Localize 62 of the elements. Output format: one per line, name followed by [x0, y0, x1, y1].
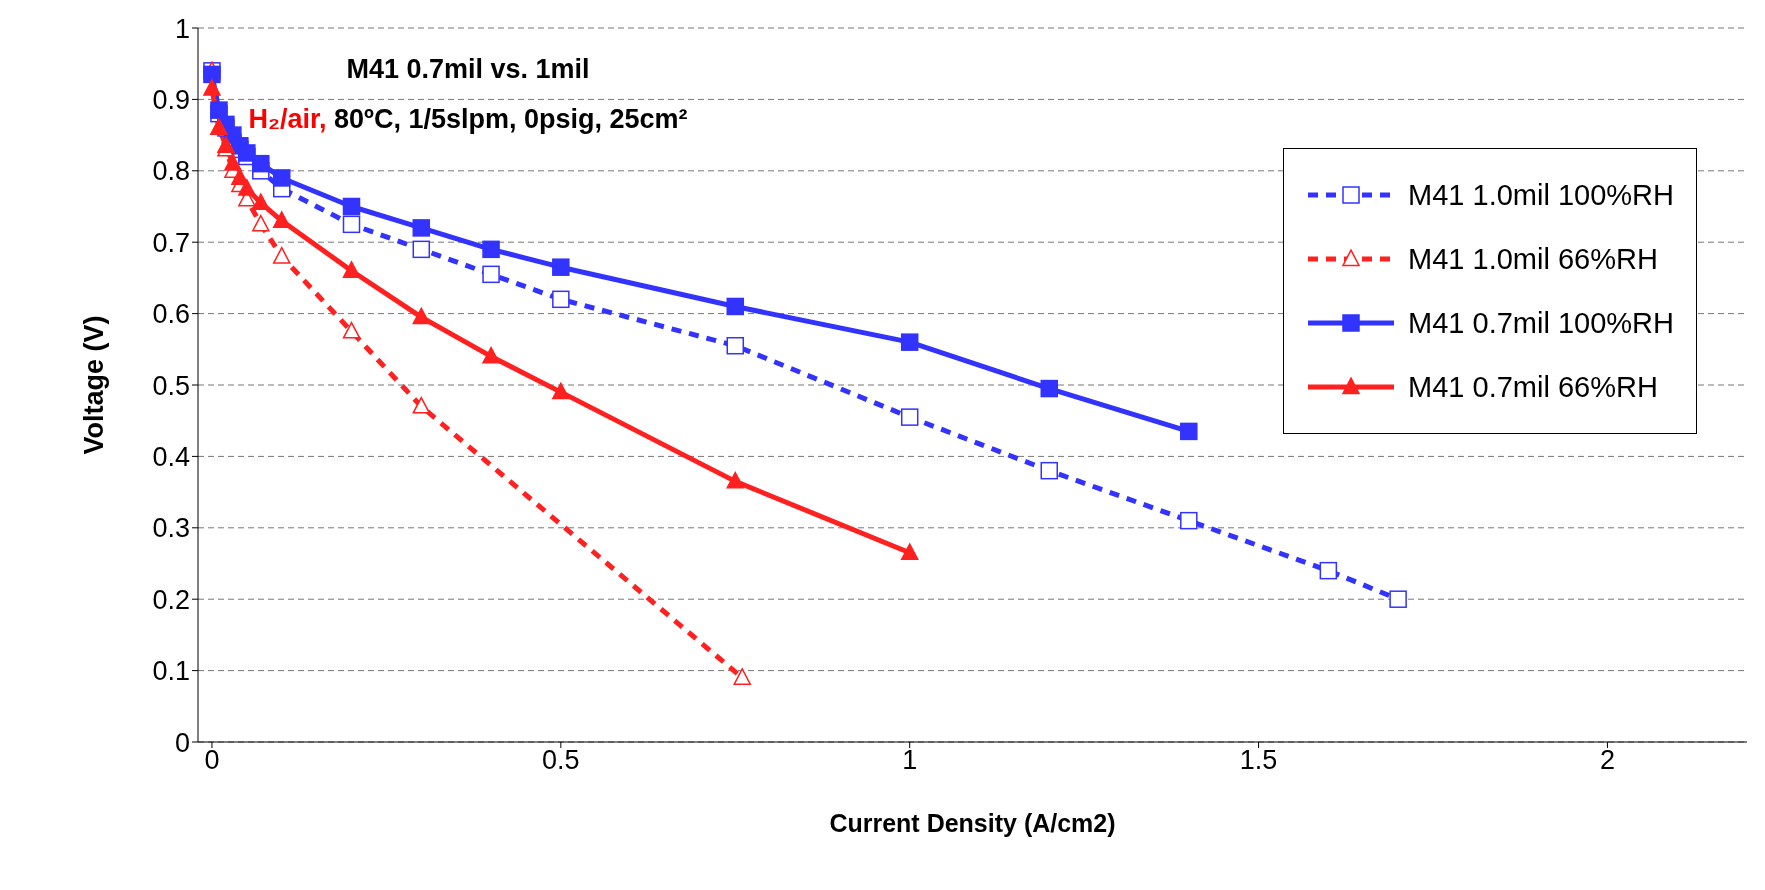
point — [1040, 379, 1058, 398]
point — [1040, 461, 1058, 480]
point — [342, 321, 361, 339]
point — [252, 154, 270, 173]
legend-label: M41 1.0mil 100%RH — [1408, 178, 1674, 212]
y-axis-title: Voltage (V) — [78, 315, 109, 455]
x-tick-label: 1 — [902, 745, 918, 776]
point — [272, 169, 291, 187]
y-tick-label: 0.7 — [152, 227, 190, 258]
point — [224, 154, 242, 171]
point — [733, 668, 751, 685]
y-tick-label: 0.8 — [152, 156, 190, 187]
point — [412, 307, 431, 325]
y-tick-label: 0.3 — [152, 513, 190, 544]
point — [203, 79, 221, 96]
point — [342, 215, 361, 234]
point — [1180, 511, 1198, 530]
point — [552, 290, 570, 309]
point — [252, 214, 270, 232]
point — [238, 179, 256, 196]
point — [203, 65, 221, 84]
point — [342, 197, 361, 216]
point — [412, 219, 431, 237]
point — [272, 211, 291, 228]
point — [726, 297, 745, 316]
text: M41 0.7mil vs. 1mil — [346, 54, 590, 84]
x-axis-title: Current Density (A/cm2) — [829, 809, 1116, 837]
legend-label: M41 0.7mil 100%RH — [1408, 306, 1674, 340]
point — [726, 336, 745, 355]
point — [900, 333, 919, 351]
legend-label: M41 0.7mil 66%RH — [1408, 370, 1658, 404]
x-tick-label: 1.5 — [1239, 745, 1278, 776]
point — [900, 408, 919, 426]
point — [726, 471, 745, 489]
point — [272, 246, 291, 264]
x-tick-label: 2 — [1599, 745, 1615, 776]
point — [482, 265, 500, 284]
y-tick-label: 0.1 — [152, 656, 190, 687]
point — [210, 101, 228, 119]
point — [231, 168, 249, 186]
text: H₂/air, 80ºC, 1/5slpm, 0psig, 25cm² — [248, 104, 688, 134]
y-tick-label: 1 — [174, 13, 190, 44]
y-tick-label: 0.4 — [152, 441, 190, 472]
point — [1180, 422, 1198, 441]
point — [412, 240, 431, 259]
legend-label: M41 1.0mil 66%RH — [1408, 242, 1658, 276]
y-tick-label: 0.6 — [152, 299, 190, 330]
point — [900, 543, 919, 560]
x-tick-label: 0.5 — [542, 745, 580, 776]
point — [412, 396, 431, 414]
x-tick-label: 0 — [204, 745, 220, 776]
point — [482, 240, 500, 259]
point — [552, 382, 570, 400]
y-tick-label: 0.9 — [152, 84, 190, 115]
point — [252, 193, 270, 211]
y-tick-label: 0.5 — [152, 370, 190, 401]
y-tick-label: 0.2 — [152, 584, 190, 615]
point — [1389, 590, 1407, 608]
point — [217, 136, 235, 153]
point — [552, 258, 570, 276]
point — [1319, 561, 1338, 580]
point — [482, 346, 500, 364]
